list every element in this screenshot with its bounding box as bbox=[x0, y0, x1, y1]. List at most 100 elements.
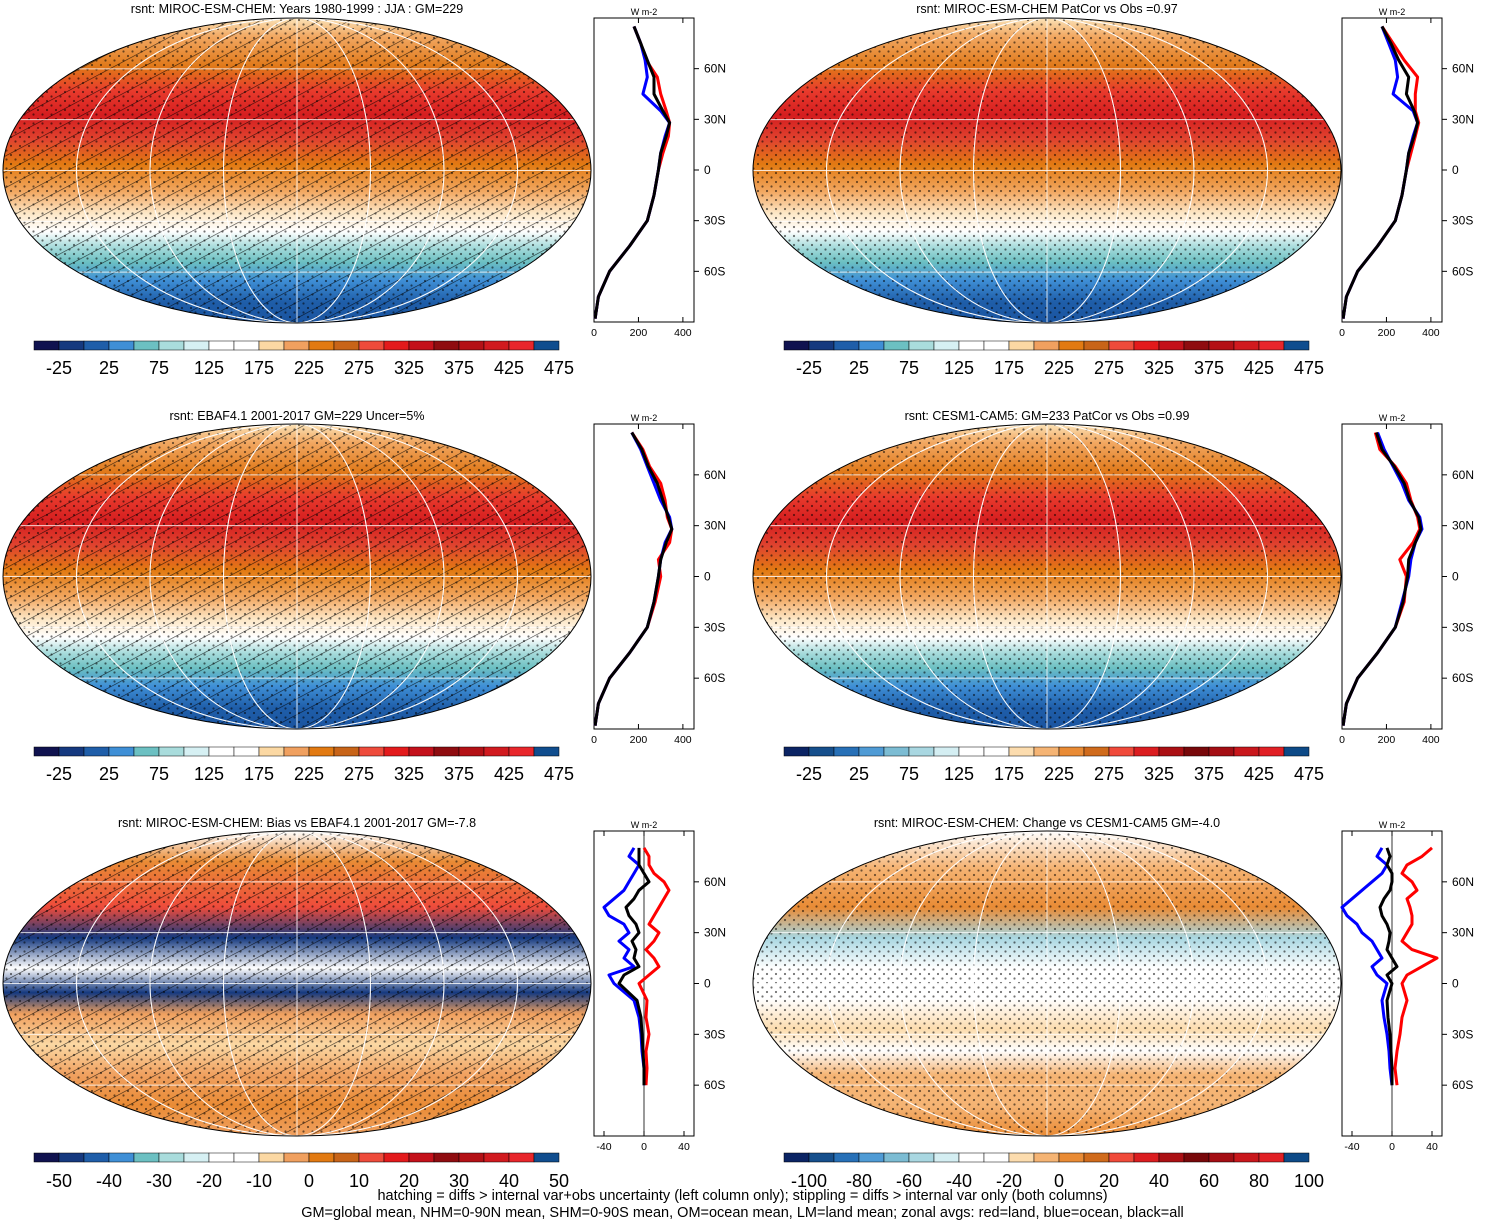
y-tick-label: 30N bbox=[704, 926, 726, 940]
footer-line-2: GM=global mean, NHM=0-90N mean, SHM=0-90… bbox=[301, 1205, 1184, 1221]
y-tick-label: 30S bbox=[704, 620, 725, 634]
colorbar-swatch bbox=[883, 1152, 910, 1163]
colorbar-swatch bbox=[1208, 1152, 1235, 1163]
colorbar-swatch bbox=[433, 340, 460, 351]
colorbar-swatch bbox=[233, 1152, 260, 1163]
colorbar-swatch bbox=[1233, 746, 1260, 757]
colorbar-swatch bbox=[58, 340, 85, 351]
profile-unit: W m-2 bbox=[631, 820, 658, 830]
colorbar-swatch bbox=[208, 340, 235, 351]
y-tick-label: 0 bbox=[1452, 163, 1459, 177]
colorbar-swatch bbox=[1258, 1152, 1285, 1163]
panel-3-colorbar: -25 25 75 125 175 225 275 325 375 425 475 bbox=[33, 746, 574, 784]
colorbar-swatch bbox=[58, 1152, 85, 1163]
colorbar-label: 375 bbox=[1194, 764, 1224, 784]
colorbar-label: 475 bbox=[544, 764, 574, 784]
y-tick-label: 0 bbox=[1452, 570, 1459, 584]
footer-line-1: hatching = diffs > internal var+obs unce… bbox=[377, 1188, 1108, 1204]
colorbar-label: 25 bbox=[849, 764, 869, 784]
profile-frame bbox=[1341, 17, 1443, 323]
colorbar-swatch bbox=[358, 746, 385, 757]
y-tick-label: 30S bbox=[1452, 620, 1473, 634]
colorbar-swatch bbox=[908, 340, 935, 351]
colorbar-swatch bbox=[1033, 1152, 1060, 1163]
x-tick-label: 0 bbox=[1339, 327, 1345, 339]
colorbar-label: 225 bbox=[294, 358, 324, 378]
colorbar-label: 80 bbox=[1249, 1171, 1269, 1190]
colorbar-swatch bbox=[1208, 746, 1235, 757]
y-tick-label: 30S bbox=[1452, 1027, 1473, 1041]
colorbar-swatch bbox=[183, 746, 210, 757]
colorbar-swatch bbox=[1158, 1152, 1185, 1163]
colorbar-label: 50 bbox=[549, 1171, 569, 1190]
graticule-lon bbox=[826, 18, 1268, 323]
y-tick-label: 60S bbox=[704, 1078, 725, 1092]
colorbar-swatch bbox=[233, 340, 260, 351]
colorbar-swatch bbox=[1133, 1152, 1160, 1163]
colorbar-swatch bbox=[158, 1152, 185, 1163]
colorbar-label: 75 bbox=[149, 358, 169, 378]
graticule-lon bbox=[826, 831, 1268, 1136]
colorbar-swatch bbox=[133, 1152, 160, 1163]
y-tick-label: 60N bbox=[1452, 62, 1474, 76]
colorbar-swatch bbox=[308, 746, 335, 757]
series-all bbox=[1341, 25, 1420, 319]
colorbar-swatch bbox=[883, 340, 910, 351]
colorbar-swatch bbox=[158, 746, 185, 757]
y-tick-label: 60S bbox=[1452, 671, 1473, 685]
profile-unit: W m-2 bbox=[631, 413, 658, 423]
colorbar-swatch bbox=[333, 1152, 360, 1163]
graticule-lon bbox=[76, 18, 518, 323]
colorbar-label: 25 bbox=[849, 358, 869, 378]
panel-4-map bbox=[753, 424, 1341, 729]
colorbar-swatch bbox=[783, 1152, 810, 1163]
panel-3-title: rsnt: EBAF4.1 2001-2017 GM=229 Uncer=5% bbox=[169, 409, 424, 423]
colorbar-swatch bbox=[1208, 340, 1235, 351]
y-tick-label: 60S bbox=[1452, 264, 1473, 278]
x-tick-label: -40 bbox=[1344, 1141, 1359, 1153]
map-outline bbox=[752, 830, 1342, 1137]
y-tick-label: 30S bbox=[1452, 214, 1473, 228]
map-outline bbox=[752, 423, 1342, 730]
map-outline bbox=[2, 17, 592, 324]
colorbar-swatch bbox=[1108, 1152, 1135, 1163]
graticule-lon bbox=[76, 831, 518, 1136]
colorbar-swatch bbox=[183, 340, 210, 351]
y-tick-label: 0 bbox=[704, 163, 711, 177]
colorbar-swatch bbox=[1083, 340, 1110, 351]
colorbar-swatch bbox=[283, 746, 310, 757]
colorbar-swatch bbox=[33, 746, 60, 757]
colorbar-swatch bbox=[358, 340, 385, 351]
colorbar-label: 25 bbox=[99, 764, 119, 784]
colorbar-label: -20 bbox=[996, 1171, 1022, 1190]
colorbar-swatch bbox=[158, 340, 185, 351]
y-tick-label: 0 bbox=[704, 977, 711, 991]
colorbar-label: 60 bbox=[1199, 1171, 1219, 1190]
colorbar-swatch bbox=[933, 1152, 960, 1163]
colorbar-swatch bbox=[533, 746, 560, 757]
colorbar-label: 275 bbox=[344, 764, 374, 784]
series-all bbox=[1341, 432, 1423, 726]
colorbar-label: 475 bbox=[1294, 358, 1324, 378]
panel-5-colorbar: -50 -40 -30 -20 -10 0 10 20 30 40 50 bbox=[33, 1152, 569, 1190]
x-tick-label: 400 bbox=[1422, 734, 1440, 746]
colorbar-swatch bbox=[858, 746, 885, 757]
x-tick-label: 0 bbox=[591, 734, 597, 746]
colorbar-swatch bbox=[408, 1152, 435, 1163]
x-tick-label: 200 bbox=[630, 734, 648, 746]
colorbar-label: 40 bbox=[499, 1171, 519, 1190]
colorbar-swatch bbox=[983, 340, 1010, 351]
colorbar-label: -25 bbox=[46, 764, 72, 784]
panel-3-map bbox=[3, 424, 591, 729]
panel-5-title: rsnt: MIROC-ESM-CHEM: Bias vs EBAF4.1 20… bbox=[118, 816, 476, 830]
colorbar-label: 275 bbox=[1094, 764, 1124, 784]
panel-4-title: rsnt: CESM1-CAM5: GM=233 PatCor vs Obs =… bbox=[905, 409, 1190, 423]
profile-unit: W m-2 bbox=[1379, 820, 1406, 830]
panel-2-zonal-profile: W m-2 0 200 400 60N 30N 0 30S 60S bbox=[1339, 7, 1474, 339]
x-tick-label: -40 bbox=[596, 1141, 611, 1153]
y-tick-label: 60N bbox=[1452, 875, 1474, 889]
colorbar-swatch bbox=[1008, 746, 1035, 757]
panel-2-map bbox=[753, 18, 1341, 323]
colorbar-swatch bbox=[808, 340, 835, 351]
colorbar-swatch bbox=[783, 340, 810, 351]
